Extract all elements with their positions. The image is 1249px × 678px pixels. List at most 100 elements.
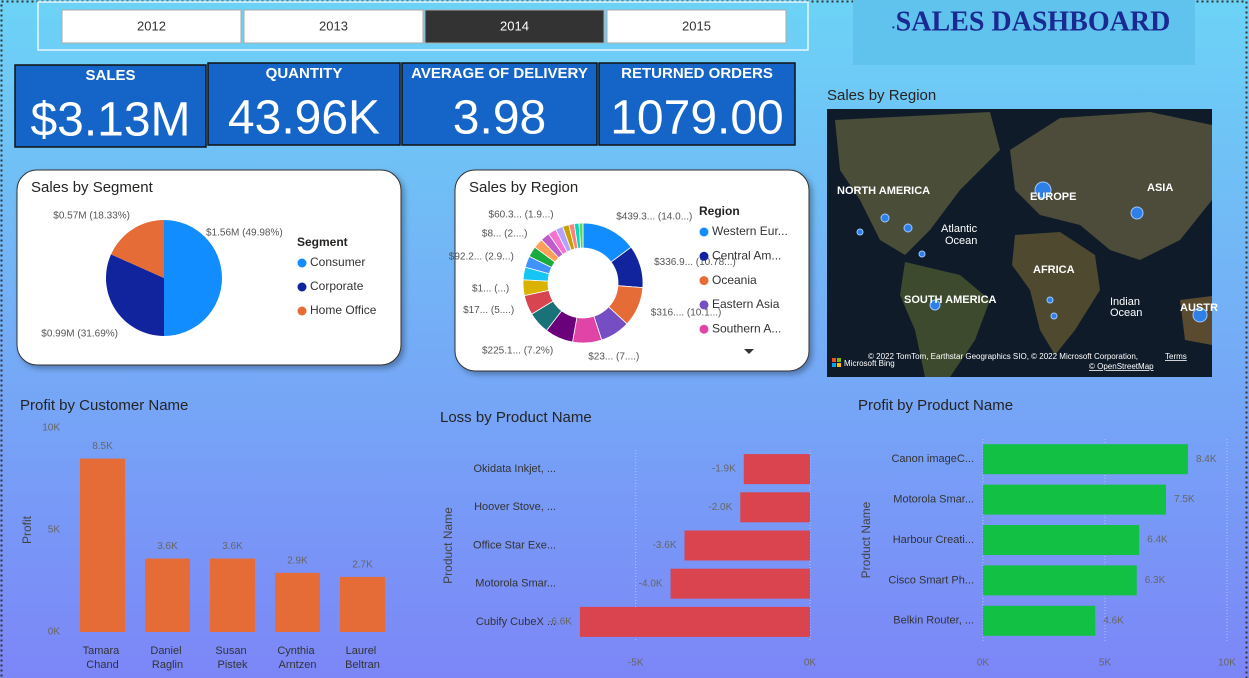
data-label: $23... (7....) (588, 351, 639, 362)
data-label: $225.1... (7.2%) (482, 345, 553, 356)
legend-label: Southern A... (712, 321, 781, 335)
chart-title: Sales by Segment (31, 179, 154, 196)
map-title: Sales by Region (827, 87, 936, 104)
map-terms[interactable]: Terms (1165, 352, 1187, 361)
year-label[interactable]: 2012 (137, 18, 166, 33)
bar (275, 572, 320, 632)
bar (80, 458, 125, 632)
kpi-label: AVERAGE OF DELIVERY (411, 65, 588, 82)
y-tick-label: Belkin Router, ... (893, 615, 974, 627)
map-label: SOUTH AMERICA (904, 294, 997, 306)
bar (983, 525, 1140, 555)
data-label: 7.5K (1174, 494, 1195, 505)
map-bubble (1046, 296, 1054, 304)
y-tick-label: 0K (48, 627, 61, 638)
year-label[interactable]: 2015 (682, 18, 711, 33)
map-osm[interactable]: © OpenStreetMap (1089, 362, 1154, 371)
legend-swatch (699, 251, 709, 261)
legend-swatch (297, 258, 307, 268)
bar (740, 492, 810, 523)
data-label: $0.99M (31.69%) (41, 329, 118, 340)
year-label[interactable]: 2013 (319, 18, 348, 33)
y-tick-label: Office Star Exe... (473, 539, 556, 551)
legend-swatch (699, 324, 709, 334)
map-label: NORTH AMERICA (837, 185, 930, 197)
bar (983, 444, 1188, 475)
map-bubbles (856, 181, 1208, 323)
map: Microsoft Bing © 2022 TomTom, Earthstar … (827, 109, 1212, 377)
bing-logo (832, 358, 836, 362)
data-label: -1.9K (712, 464, 736, 475)
kpi-card (598, 62, 796, 146)
land (835, 112, 1000, 255)
data-label: $92.2... (2.9...) (449, 251, 514, 262)
x-tick-label: Cynthia Arntzen (277, 645, 317, 671)
dashboard-title: SALES DASHBOARD (896, 6, 1171, 37)
legend-swatch (699, 276, 709, 286)
legend-swatch (699, 300, 709, 310)
slice (106, 254, 165, 336)
data-label: -4.0K (639, 578, 663, 589)
land (1012, 232, 1100, 355)
bar (983, 565, 1137, 596)
year-button[interactable] (61, 9, 242, 44)
slice (111, 220, 164, 278)
land (900, 262, 990, 377)
legend-scroll[interactable] (744, 349, 754, 354)
kpi-label: QUANTITY (266, 65, 343, 82)
slice (164, 220, 222, 336)
data-label: 3.6K (157, 541, 178, 552)
legend-title: Segment (297, 235, 348, 249)
data-label: 4.6K (1103, 615, 1124, 626)
map-bubble (918, 250, 926, 258)
chart-title: Profit by Product Name (858, 397, 1013, 414)
y-tick-label: Cubify CubeX ... (476, 616, 556, 628)
bar (983, 605, 1096, 636)
map-label: Atlantic (941, 223, 978, 235)
data-label: $8... (2....) (482, 229, 528, 240)
y-tick-label: Okidata Inkjet, ... (473, 463, 556, 475)
year-button[interactable] (243, 9, 424, 44)
bar (670, 568, 810, 599)
title-box (853, 0, 1195, 65)
chart-title: Profit by Customer Name (20, 397, 188, 414)
land (1010, 112, 1212, 260)
kpi-value: 1079.00 (610, 92, 784, 145)
map-bing: Microsoft Bing (844, 359, 895, 368)
year-button[interactable] (424, 9, 605, 44)
x-tick-label: 10K (1218, 658, 1236, 669)
map-bubble (856, 228, 864, 236)
kpi-card (207, 62, 401, 146)
data-label: 8.4K (1196, 454, 1217, 465)
x-tick-label: 5K (1099, 658, 1112, 669)
data-label: -3.6K (653, 540, 677, 551)
x-tick-label: -5K (628, 658, 644, 669)
map-attribution: © 2022 TomTom, Earthstar Geographics SIO… (868, 352, 1138, 361)
legend-swatch (297, 306, 307, 316)
y-tick-label: Motorola Smar... (475, 578, 556, 590)
data-label: $60.3... (1.9...) (489, 210, 554, 221)
y-tick-label: Hoover Stove, ... (474, 501, 556, 513)
year-label[interactable]: 2014 (500, 18, 529, 33)
bing-logo (837, 358, 841, 362)
y-tick-label: 5K (48, 525, 61, 536)
map-bubble (1034, 181, 1052, 199)
data-label: 8.5K (92, 441, 113, 452)
map-bubble (1192, 307, 1208, 323)
title-dot: • (892, 23, 895, 32)
data-label: -6.6K (548, 617, 572, 628)
y-tick-label: Harbour Creati... (893, 534, 974, 546)
legend-swatch (699, 227, 709, 237)
chart-title: Loss by Product Name (440, 409, 592, 426)
map-label: Ocean (945, 235, 977, 247)
kpi-value: 43.96K (228, 92, 380, 145)
legend-label: Eastern Asia (712, 297, 780, 311)
map-bubble (903, 223, 913, 233)
slice (578, 222, 584, 249)
year-button[interactable] (606, 9, 787, 44)
kpi-card (14, 64, 207, 148)
bar (145, 558, 190, 632)
data-label: $336.9... (10.78...) (654, 257, 736, 268)
x-tick-label: Daniel Raglin (150, 645, 184, 671)
map-label: Ocean (1110, 307, 1142, 319)
